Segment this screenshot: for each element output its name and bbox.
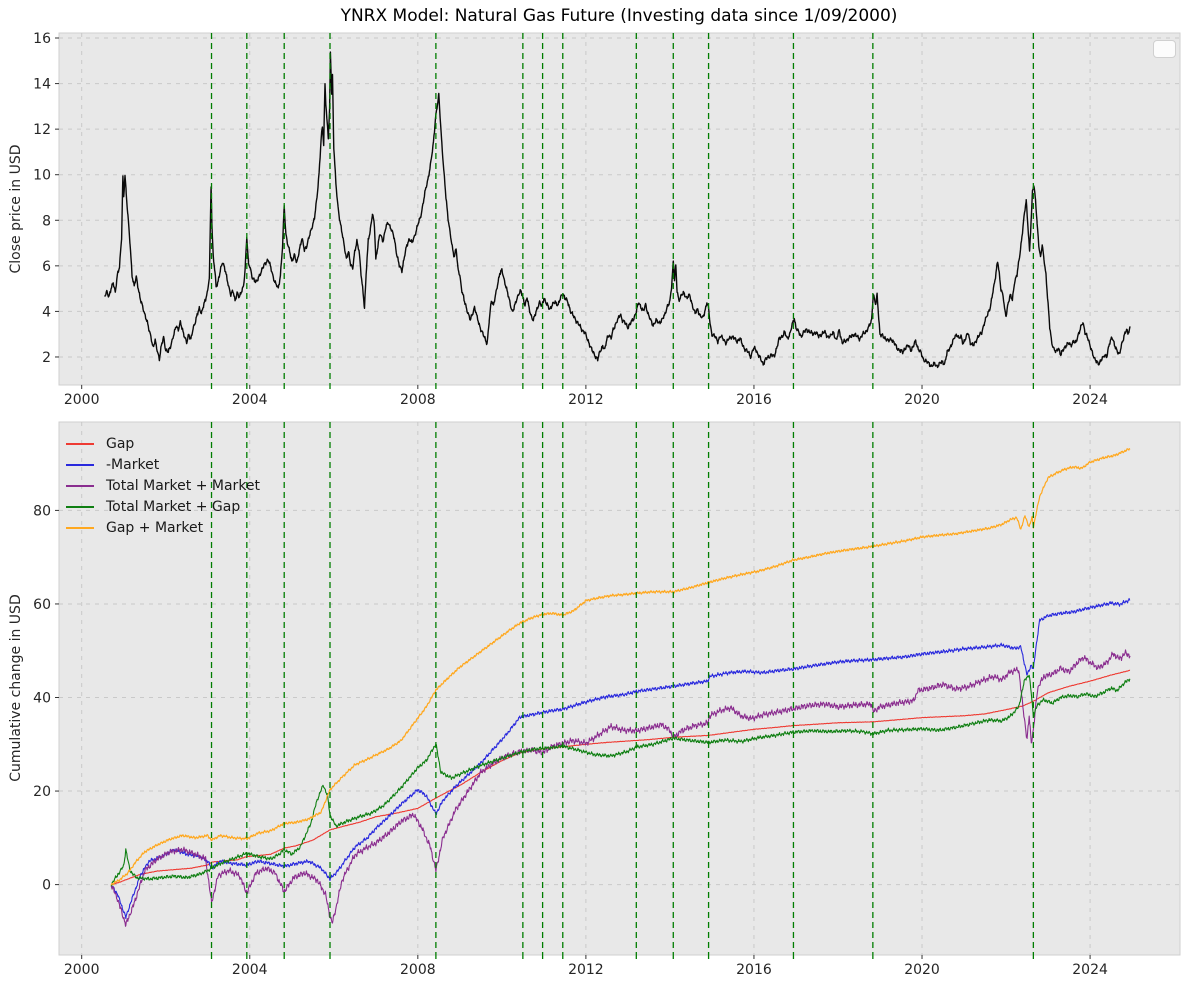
empty-legend-box: [1153, 40, 1176, 58]
legend-item--market: -Market: [66, 454, 260, 475]
y-tick-label: 8: [42, 213, 51, 229]
figure-title: YNRX Model: Natural Gas Future (Investin…: [340, 6, 898, 26]
series-layer: [104, 51, 1131, 369]
legend-item-total-market-gap: Total Market + Gap: [66, 496, 260, 517]
x-tick-label: 2000: [64, 392, 100, 408]
legend-swatch: [66, 463, 94, 466]
series-line-total-market-market: [110, 649, 1131, 927]
bottom-chart-ylabel: Cumulative change in USD: [8, 594, 24, 782]
x-tick-label: 2004: [232, 392, 268, 408]
legend-swatch: [66, 442, 94, 445]
x-tick-label: 2012: [568, 392, 604, 408]
axes-price: 2000 2004 2008 2012 2016 2020 2024 2 4 6 8 10 12 14 16: [33, 31, 1181, 408]
series-line-close-price: [104, 51, 1131, 369]
legend-swatch: [66, 505, 94, 508]
y-tick-label: 2: [42, 350, 51, 366]
x-tick-label: 2008: [400, 962, 436, 978]
x-tick-label: 2020: [904, 392, 940, 408]
x-tick-label: 2024: [1072, 392, 1108, 408]
x-tick-label: 2008: [400, 392, 436, 408]
y-tick-label: 16: [33, 31, 51, 47]
series-line-total-market-gap: [110, 674, 1131, 887]
legend-swatch: [66, 526, 94, 529]
y-tick-label: 60: [33, 597, 51, 613]
legend-swatch: [66, 484, 94, 487]
axes-cumulative: 2000 2004 2008 2012 2016 2020 2024 0 20 40 60 80: [33, 421, 1181, 978]
y-tick-label: 12: [33, 122, 51, 138]
legend-item-total-market-market: Total Market + Market: [66, 475, 260, 496]
y-tick-label: 4: [42, 304, 51, 320]
legend-item-gap: Gap: [66, 433, 260, 454]
legend-label: Gap + Market: [106, 519, 204, 536]
legend: Gap -Market Total Market + Market Total Mar…: [66, 433, 260, 538]
y-tick-label: 14: [33, 77, 51, 93]
x-tick-label: 2016: [736, 392, 772, 408]
y-tick-label: 80: [33, 503, 51, 519]
legend-item-gap-market: Gap + Market: [66, 517, 260, 538]
x-tick-label: 2016: [736, 962, 772, 978]
y-tick-label: 0: [42, 878, 51, 894]
top-chart-ylabel: Close price in USD: [8, 144, 24, 274]
y-tick-label: 40: [33, 691, 51, 707]
legend-label: -Market: [106, 456, 160, 473]
series-line-gap-market: [110, 448, 1131, 886]
x-tick-label: 2024: [1072, 962, 1108, 978]
x-tick-label: 2000: [64, 962, 100, 978]
plot-area: [58, 32, 1181, 386]
x-tick-label: 2012: [568, 962, 604, 978]
legend-label: Gap: [106, 435, 135, 452]
y-tick-label: 20: [33, 784, 51, 800]
y-tick-label: 6: [42, 259, 51, 275]
legend-label: Total Market + Gap: [106, 498, 241, 515]
x-tick-label: 2020: [904, 962, 940, 978]
y-tick-label: 10: [33, 168, 51, 184]
series-line--market: [110, 597, 1131, 919]
series-layer: [110, 448, 1131, 927]
series-line-gap: [110, 669, 1131, 885]
x-tick-label: 2004: [232, 962, 268, 978]
legend-label: Total Market + Market: [106, 477, 261, 494]
